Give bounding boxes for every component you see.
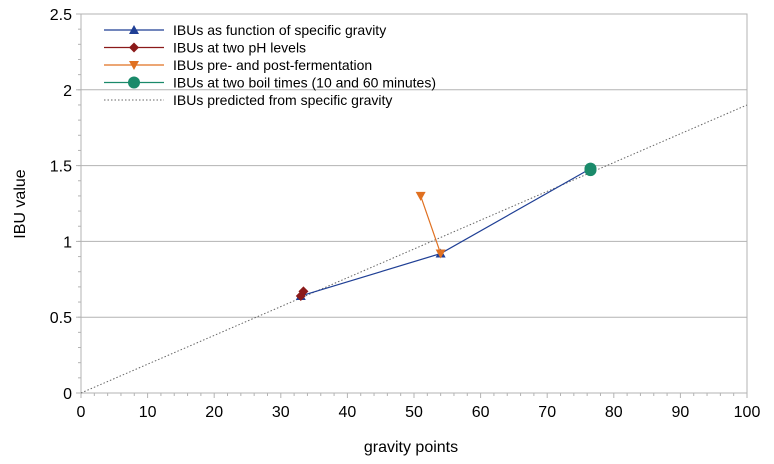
x-axis-label: gravity points xyxy=(364,439,458,456)
legend-swatch-marker-2 xyxy=(129,61,139,70)
series-4 xyxy=(80,104,748,394)
legend-swatch-marker-3 xyxy=(128,76,140,89)
x-tick-label-6: 60 xyxy=(472,404,490,421)
data-point-1-1 xyxy=(298,286,309,297)
y-tick-label-4: 2 xyxy=(63,83,72,100)
series-group xyxy=(80,104,748,394)
series-2 xyxy=(415,191,446,259)
y-tick-label-1: 0.5 xyxy=(50,310,72,327)
legend-label-4: IBUs predicted from specific gravity xyxy=(173,92,392,108)
series-line-0 xyxy=(300,168,591,297)
data-point-3-1 xyxy=(584,162,597,175)
x-tick-label-5: 50 xyxy=(405,404,423,421)
y-tick-label-5: 2.5 xyxy=(50,7,72,24)
legend-label-0: IBUs as function of specific gravity xyxy=(173,22,386,38)
legend-label-1: IBUs at two pH levels xyxy=(173,40,306,56)
series-line-2 xyxy=(420,195,442,254)
legend-item-4: IBUs predicted from specific gravity xyxy=(104,92,392,108)
legend: IBUs as function of specific gravity IBUs… xyxy=(104,22,436,108)
series-0 xyxy=(295,163,596,300)
axes xyxy=(76,13,748,398)
y-tick-label-2: 1 xyxy=(63,234,72,251)
legend-label-2: IBUs pre- and post-fermentation xyxy=(173,57,372,73)
x-tick-label-7: 70 xyxy=(538,404,556,421)
y-tick-label-0: 0 xyxy=(63,386,72,403)
series-3 xyxy=(584,162,597,177)
x-tick-label-2: 20 xyxy=(205,404,223,421)
legend-item-3: IBUs at two boil times (10 and 60 minute… xyxy=(104,75,436,91)
x-tick-label-4: 40 xyxy=(339,404,357,421)
legend-item-2: IBUs pre- and post-fermentation xyxy=(104,57,372,73)
tick-labels: 0 0.5 1 1.5 2 2.5 0 10 20 30 40 50 60 70 80 90 100 xyxy=(50,7,761,421)
y-tick-label-3: 1.5 xyxy=(50,159,72,176)
legend-swatch-marker-0 xyxy=(129,25,139,34)
series-1 xyxy=(295,286,309,301)
series-line-4 xyxy=(80,104,748,394)
x-tick-label-3: 30 xyxy=(272,404,290,421)
legend-swatch-marker-1 xyxy=(129,42,139,53)
data-point-2-1 xyxy=(435,249,446,259)
x-tick-label-1: 10 xyxy=(139,404,157,421)
x-tick-label-9: 90 xyxy=(672,404,690,421)
y-axis-label: IBU value xyxy=(12,169,29,238)
x-tick-label-10: 100 xyxy=(734,404,761,421)
legend-item-1: IBUs at two pH levels xyxy=(104,40,306,56)
data-point-2-0 xyxy=(415,191,426,201)
legend-label-3: IBUs at two boil times (10 and 60 minute… xyxy=(173,75,436,91)
legend-item-0: IBUs as function of specific gravity xyxy=(104,22,386,38)
x-tick-label-8: 80 xyxy=(605,404,623,421)
x-tick-label-0: 0 xyxy=(77,404,86,421)
